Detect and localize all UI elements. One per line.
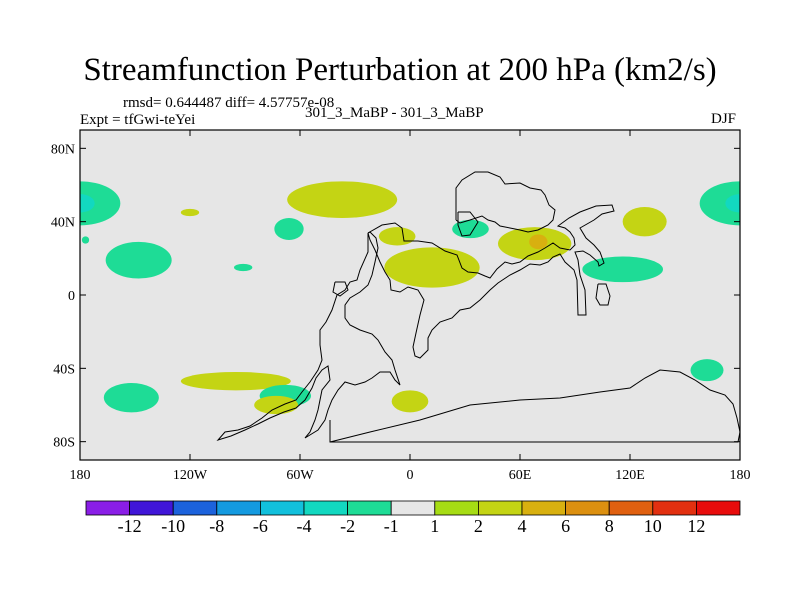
colorbar-swatch [565, 500, 610, 516]
colorbar-swatch [303, 500, 348, 516]
colorbar-label: -8 [209, 516, 224, 536]
contour-region [81, 236, 90, 244]
colorbar-swatch [477, 500, 523, 516]
x-tick-label: 180 [70, 468, 91, 483]
x-tick-label: 0 [407, 468, 414, 483]
contour-region [80, 194, 95, 213]
colorbar-swatch [347, 500, 392, 516]
colorbar-swatch [129, 500, 174, 516]
colorbar-swatch [652, 500, 697, 516]
contour-region [80, 181, 121, 226]
colorbar-label: -10 [161, 516, 185, 536]
x-tick-label: 180 [730, 468, 751, 483]
colorbar-label: 12 [687, 516, 705, 536]
contour-region [287, 181, 398, 219]
rmsd-stats: rmsd= 0.644487 diff= 4.57757e-08 [123, 95, 335, 111]
contour-region [105, 241, 172, 279]
colorbar-label: 10 [644, 516, 662, 536]
contour-region [180, 208, 200, 217]
plot-title: Streamfunction Perturbation at 200 hPa (… [83, 52, 717, 88]
contour-region [103, 383, 159, 413]
contour-region [699, 181, 740, 226]
colorbar-swatch [390, 500, 436, 516]
contour-region [529, 234, 548, 250]
contour-region [725, 194, 740, 213]
colorbar-label: -1 [384, 516, 399, 536]
x-tick-label: 120E [615, 468, 645, 483]
colorbar-swatch [259, 500, 305, 516]
colorbar: -12 -10 -8 -6 -4 -2 -1 1 2 4 6 8 10 12 [85, 500, 741, 536]
colorbar-swatch [172, 500, 218, 516]
colorbar-label: 2 [474, 516, 483, 536]
contour-fields [80, 181, 740, 415]
contour-region [622, 207, 667, 237]
contour-region [234, 263, 253, 272]
contour-region [274, 218, 304, 240]
y-tick-label: 40S [53, 362, 75, 377]
contour-region [254, 395, 299, 415]
contour-region [378, 227, 416, 246]
x-tick-label: 60W [286, 468, 314, 483]
contour-region [384, 247, 480, 288]
colorbar-label: 6 [561, 516, 570, 536]
colorbar-label: 4 [518, 516, 527, 536]
run-comparison-label: 301_3_MaBP - 301_3_MaBP [305, 105, 484, 121]
axes: 180 120W 60W 0 60E 120E 180 80N 40N 0 40S 80S [51, 130, 751, 483]
colorbar-swatch [216, 500, 261, 516]
season-label: DJF [711, 111, 737, 127]
colorbar-label: 1 [430, 516, 439, 536]
contour-region [180, 372, 291, 391]
contour-region [391, 390, 429, 413]
y-tick-label: 40N [51, 216, 75, 231]
colorbar-swatch [696, 500, 741, 516]
colorbar-label: -12 [118, 516, 142, 536]
y-tick-label: 80S [53, 436, 75, 451]
colorbar-label: 8 [605, 516, 614, 536]
colorbar-label: -6 [253, 516, 268, 536]
x-tick-label: 120W [173, 468, 208, 483]
colorbar-swatch [434, 500, 479, 516]
experiment-label: Expt = tfGwi-teYei [80, 112, 196, 128]
y-tick-label: 80N [51, 142, 75, 157]
x-tick-label: 60E [509, 468, 532, 483]
colorbar-swatch [85, 500, 130, 516]
colorbar-swatch [608, 500, 654, 516]
contour-region [582, 256, 664, 283]
colorbar-label: -2 [340, 516, 355, 536]
y-tick-label: 0 [68, 289, 75, 304]
colorbar-swatch [521, 500, 566, 516]
contour-region [690, 359, 724, 382]
colorbar-label: -4 [297, 516, 312, 536]
